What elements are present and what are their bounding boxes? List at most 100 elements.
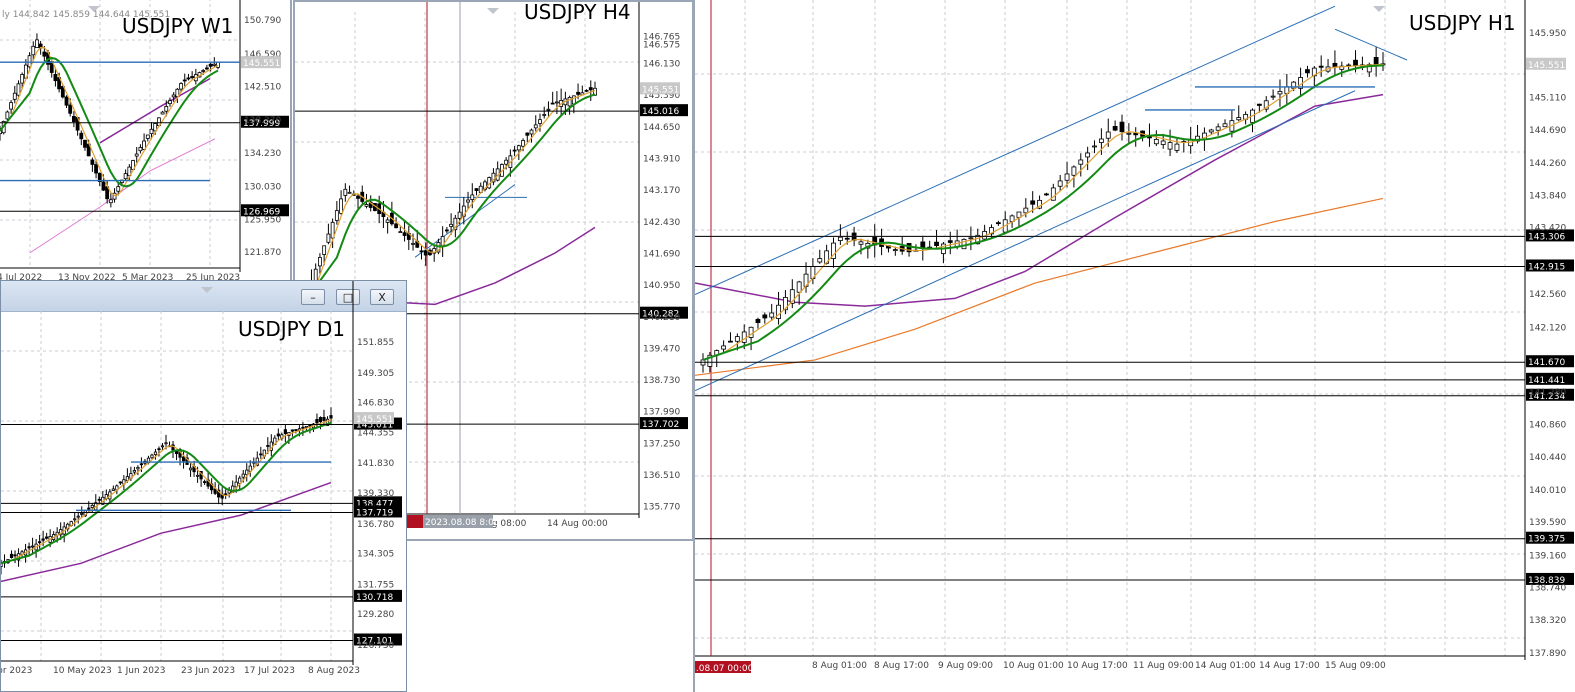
candle-body — [343, 188, 348, 196]
candle-body — [179, 83, 183, 90]
price-axis-label: 137.990 — [643, 408, 680, 418]
candle-body — [555, 101, 559, 104]
level-price-label: 145.011 — [356, 421, 393, 431]
candle-body — [266, 445, 270, 447]
time-axis-label: 17 Jul 2023 — [244, 666, 295, 676]
price-axis-label: 141.280 — [1529, 388, 1566, 398]
candle-body — [364, 204, 369, 207]
price-axis-label: 139.160 — [1529, 551, 1566, 561]
chart-window-w1[interactable]: 137.999 126.969 150.790 146.590 142.510 138.3… — [0, 0, 292, 282]
candle-body — [181, 456, 186, 462]
candle-body — [234, 481, 238, 488]
candle-body — [576, 91, 580, 95]
candle-body — [419, 250, 424, 253]
candle-body — [411, 242, 415, 245]
candle-body — [71, 116, 76, 122]
candle-body — [27, 55, 32, 68]
price-axis-label: 139.590 — [1529, 518, 1566, 528]
ma-mid-line — [302, 93, 596, 305]
candle-body — [1291, 81, 1297, 89]
candle-body — [171, 94, 176, 98]
candle-body — [1222, 123, 1228, 128]
h1-chart-canvas[interactable]: 143.306 142.915 141.670 141.441 141.234 139.3… — [695, 0, 1575, 692]
level-price-label: 141.441 — [1528, 376, 1565, 386]
price-axis-label: 142.510 — [244, 83, 281, 93]
close-button[interactable]: X — [370, 289, 394, 305]
price-axis-label: 126.730 — [357, 641, 394, 651]
candle-body — [1064, 173, 1070, 181]
candle-body — [325, 418, 330, 426]
ma-long-line — [695, 197, 1384, 376]
ohlc-header: ly 144.842 145.859 144.644 145.551 — [2, 10, 171, 20]
candle-body — [101, 181, 106, 191]
candle-body — [41, 538, 45, 541]
time-marker-red: 2023.08.07 00:00 — [695, 664, 754, 674]
candle-body — [474, 188, 479, 191]
candle-body — [87, 507, 91, 510]
candle-body — [53, 73, 58, 82]
candle-body — [90, 504, 94, 508]
candle-body — [9, 102, 13, 110]
candle-body — [542, 114, 547, 116]
candle-body — [1030, 200, 1036, 205]
candle-body — [1174, 143, 1180, 151]
price-axis-label: 142.120 — [1529, 324, 1566, 334]
candle-body — [138, 147, 143, 152]
candle-body — [1160, 140, 1166, 145]
candle-body — [1050, 187, 1056, 201]
candle-body — [1098, 138, 1104, 143]
price-axis-label: 151.855 — [357, 338, 394, 348]
candle-body — [571, 95, 576, 105]
time-axis-label: 8 Aug 2023 — [308, 666, 360, 676]
candle-body — [186, 77, 191, 80]
price-axis-label: 142.560 — [1529, 290, 1566, 300]
candle-body — [1, 562, 3, 567]
candle-body — [588, 87, 593, 91]
candle-body — [304, 425, 309, 428]
candle-body — [136, 466, 140, 470]
candle-body — [975, 234, 981, 245]
candle-body — [394, 223, 399, 229]
candle-body — [1277, 91, 1283, 95]
candle-body — [20, 74, 25, 84]
candle-body — [134, 153, 139, 157]
time-axis-label: 14 Aug 17:00 — [1259, 661, 1320, 671]
level-price-label-bg — [1526, 229, 1574, 242]
candle-body — [466, 199, 470, 203]
candle-body — [153, 123, 158, 132]
level-price-label-bg — [1526, 372, 1574, 385]
candle-body — [16, 83, 21, 96]
candle-body — [584, 89, 589, 92]
price-axis-label: 144.690 — [1529, 126, 1566, 136]
level-price-label-bg — [241, 115, 289, 128]
candle-body — [1078, 159, 1084, 165]
time-axis-label: 9 Aug 09:00 — [938, 661, 993, 671]
level-price-label: 141.670 — [1528, 358, 1565, 368]
candle-body — [961, 238, 967, 250]
candle-body — [150, 454, 154, 459]
candle-body — [892, 249, 898, 252]
chart-window-d1[interactable]: – □ X 145.011 138.477 137.719 130.718 127.10… — [0, 280, 407, 692]
window-titlebar[interactable]: – □ X — [1, 281, 406, 312]
candle-body — [762, 314, 768, 319]
chart-window-h1[interactable]: 143.306 142.915 141.670 141.441 141.234 139.3… — [693, 0, 1575, 692]
time-axis-label: 5 Mar 2023 — [122, 273, 173, 282]
candle-body — [76, 515, 80, 518]
candle-body — [241, 473, 245, 478]
time-axis-label: 10 Aug 17:00 — [1067, 661, 1128, 671]
minimize-button[interactable]: – — [301, 289, 325, 305]
price-axis-label: 146.765 — [643, 32, 680, 42]
current-price-tag-bg — [1526, 57, 1566, 70]
level-price-label: 126.969 — [243, 207, 280, 217]
candle-body — [1332, 62, 1338, 67]
level-price-label-bg — [241, 204, 289, 217]
price-axis-label: 146.575 — [643, 40, 680, 50]
chart-title: USDJPY W1 — [122, 14, 234, 38]
candle-body — [385, 219, 390, 223]
w1-chart-canvas[interactable]: 137.999 126.969 150.790 146.590 142.510 138.3… — [0, 0, 292, 282]
maximize-button[interactable]: □ — [336, 289, 360, 305]
current-price-tag: 145.551 — [243, 59, 280, 69]
level-price-label: 143.306 — [1528, 232, 1565, 242]
